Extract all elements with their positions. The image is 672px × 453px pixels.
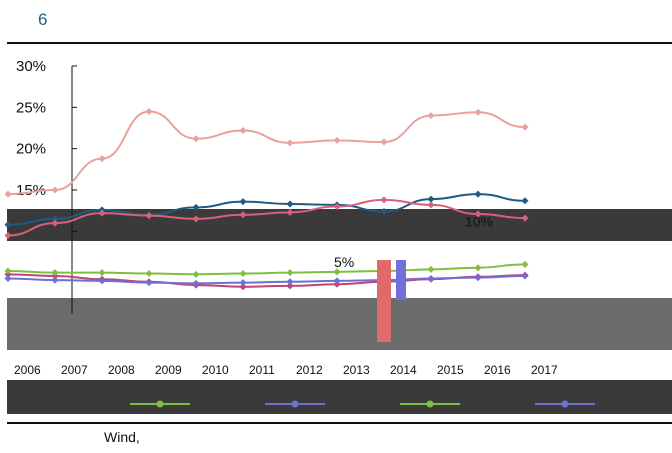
source-note: Wind,: [104, 429, 140, 445]
data-point: [239, 283, 247, 291]
data-point: [521, 272, 529, 280]
y-tick-label: 30%: [16, 58, 46, 75]
y-tick-label: 25%: [16, 99, 46, 116]
x-tick-label: 2016: [484, 363, 511, 377]
legend-swatch-marker: [291, 400, 299, 408]
data-point: [474, 108, 482, 116]
data-point: [380, 196, 388, 204]
annotations-group: 10% 5%: [130, 213, 595, 408]
data-point: [286, 208, 294, 216]
data-point: [239, 211, 247, 219]
annotation-label: 10%: [465, 213, 493, 229]
data-point: [51, 269, 59, 277]
y-tick-label: 20%: [16, 141, 46, 158]
data-point: [239, 279, 247, 287]
data-point: [286, 139, 294, 147]
x-tick-label: 2008: [108, 363, 135, 377]
data-point: [4, 274, 12, 282]
data-point: [286, 200, 294, 208]
data-point: [239, 269, 247, 277]
data-point: [427, 112, 435, 120]
data-point: [521, 123, 529, 131]
x-tick-label: 2009: [155, 363, 182, 377]
data-point: [333, 277, 341, 285]
x-tick-label: 2012: [296, 363, 323, 377]
data-point: [98, 269, 106, 277]
data-point: [427, 195, 435, 203]
figure-number: 6: [38, 10, 48, 29]
data-point: [51, 186, 59, 194]
y-tick-label: 15%: [16, 182, 46, 199]
data-point: [239, 198, 247, 206]
axes: 15% 20% 25% 30% 2006 2007 2008 2009 2010 2011 2012…: [14, 58, 558, 377]
series-line: [7, 274, 526, 285]
series-line: [7, 198, 526, 237]
data-point: [192, 270, 200, 278]
bottom-rule: [7, 422, 672, 424]
data-point: [239, 126, 247, 134]
data-point: [427, 201, 435, 209]
data-point: [192, 135, 200, 143]
data-point: [286, 269, 294, 277]
data-point: [145, 212, 153, 220]
data-point: [51, 215, 59, 223]
x-tick-label: 2014: [390, 363, 417, 377]
data-point: [192, 203, 200, 211]
data-point: [145, 269, 153, 277]
data-point: [145, 107, 153, 115]
data-point: [474, 274, 482, 282]
x-tick-label: 2011: [249, 363, 275, 377]
data-point: [474, 210, 482, 218]
data-point: [427, 265, 435, 273]
highlight-bar: [396, 260, 406, 300]
data-point: [380, 138, 388, 146]
x-tick-label: 2015: [437, 363, 464, 377]
data-point: [286, 278, 294, 286]
x-tick-label: 2010: [202, 363, 229, 377]
data-point: [192, 279, 200, 287]
legend-swatch-marker: [426, 400, 434, 408]
data-point: [4, 190, 12, 198]
x-tick-label: 2017: [531, 363, 558, 377]
series-line: [7, 193, 526, 226]
data-point: [51, 219, 59, 227]
data-point: [145, 279, 153, 287]
data-point: [380, 207, 388, 215]
series-group: [4, 107, 529, 291]
annotation-label: 5%: [334, 254, 354, 270]
x-tick-label: 2007: [61, 363, 88, 377]
chart: 15% 20% 25% 30% 2006 2007 2008 2009 2010 2011 2012…: [4, 58, 672, 414]
x-tick-label: 2006: [14, 363, 41, 377]
data-point: [521, 260, 529, 268]
data-point: [51, 276, 59, 284]
data-point: [98, 209, 106, 217]
data-point: [4, 221, 12, 229]
data-point: [521, 197, 529, 205]
data-point: [286, 282, 294, 290]
legend-swatch-marker: [561, 400, 569, 408]
data-point: [98, 277, 106, 285]
series-line: [7, 110, 526, 196]
data-point: [474, 264, 482, 272]
rendering-band: [7, 380, 672, 414]
top-rule: [7, 42, 672, 44]
data-point: [192, 215, 200, 223]
data-point: [333, 136, 341, 144]
highlight-bar: [377, 260, 391, 342]
data-point: [474, 190, 482, 198]
data-point: [521, 214, 529, 222]
data-point: [333, 268, 341, 276]
data-point: [98, 155, 106, 163]
data-point: [427, 274, 435, 282]
legend-swatch-marker: [156, 400, 164, 408]
x-tick-label: 2013: [343, 363, 370, 377]
data-point: [4, 267, 12, 275]
rendering-band: [7, 298, 672, 350]
data-point: [333, 203, 341, 211]
data-point: [4, 231, 12, 239]
series-line: [7, 263, 526, 276]
